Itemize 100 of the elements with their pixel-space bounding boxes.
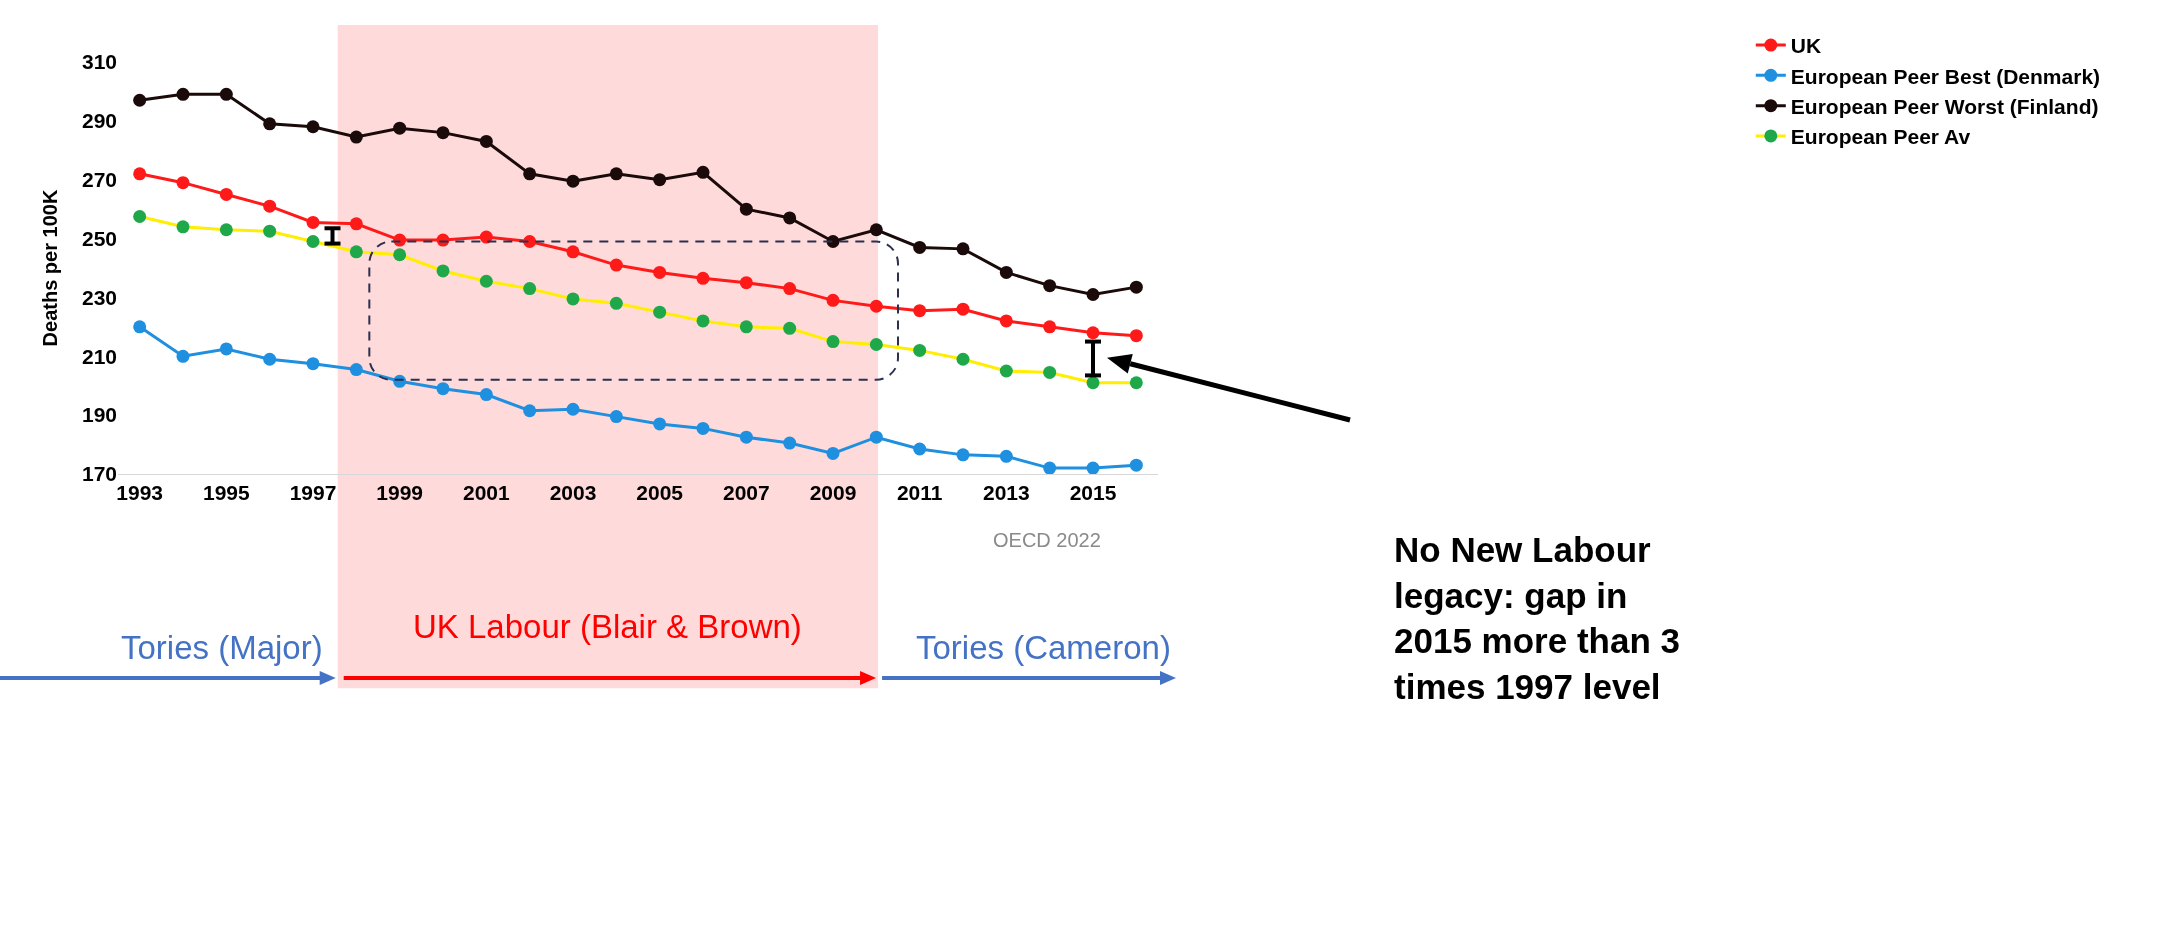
y-tick-label: 250 xyxy=(81,226,117,250)
point xyxy=(219,223,233,237)
point xyxy=(263,199,277,213)
text: Tories (Major) xyxy=(121,629,323,666)
point xyxy=(566,402,580,416)
legend-label: UK xyxy=(1790,34,1822,58)
text: No New Labour legacy: gap in 2015 more than 3 times 1997 level xyxy=(1394,530,1680,706)
point xyxy=(219,187,233,201)
point xyxy=(999,265,1013,279)
x-tick-label: 2013 xyxy=(982,481,1030,505)
point xyxy=(349,130,363,144)
legend-label: European Peer Best (Denmark) xyxy=(1790,64,2101,88)
band-label: UK Labour (Blair & Brown) xyxy=(413,608,802,645)
y-tick-label: 310 xyxy=(81,50,117,74)
x-tick-label: 1999 xyxy=(376,481,424,505)
point xyxy=(1129,329,1143,343)
point xyxy=(739,320,753,334)
point xyxy=(133,93,147,107)
point xyxy=(826,446,840,460)
point xyxy=(566,245,580,259)
point xyxy=(739,202,753,216)
point xyxy=(523,404,537,418)
text: OECD 2022 xyxy=(993,529,1101,551)
point xyxy=(956,302,970,316)
legend-label: European Peer Worst (Finland) xyxy=(1790,94,2099,118)
point xyxy=(479,388,493,402)
x-tick-label: 2015 xyxy=(1069,481,1117,505)
point xyxy=(566,174,580,188)
point xyxy=(176,349,190,363)
point xyxy=(739,276,753,290)
point xyxy=(869,223,883,237)
point xyxy=(696,421,710,435)
point xyxy=(696,314,710,328)
point xyxy=(176,176,190,190)
point xyxy=(956,448,970,462)
point xyxy=(349,217,363,231)
point xyxy=(913,343,927,357)
point xyxy=(263,117,277,131)
point xyxy=(653,417,667,431)
y-tick-label: 170 xyxy=(81,462,117,486)
point xyxy=(783,321,797,335)
point xyxy=(133,167,147,181)
point xyxy=(956,242,970,256)
point xyxy=(653,305,667,319)
x-tick-label: 2001 xyxy=(462,481,511,505)
x-tick-label: 1993 xyxy=(116,481,164,505)
point xyxy=(566,292,580,306)
y-axis-title: Deaths per 100K xyxy=(39,189,62,347)
point xyxy=(609,258,623,272)
point xyxy=(653,173,667,187)
point xyxy=(1086,376,1100,390)
point xyxy=(393,121,407,135)
point xyxy=(479,230,493,244)
point xyxy=(219,87,233,101)
x-tick-label: 2007 xyxy=(722,481,770,505)
point xyxy=(349,363,363,377)
point xyxy=(1086,326,1100,340)
point xyxy=(783,436,797,450)
point xyxy=(349,245,363,259)
point xyxy=(609,410,623,424)
point xyxy=(1043,461,1057,474)
point xyxy=(783,211,797,225)
point xyxy=(133,320,147,334)
point xyxy=(176,87,190,101)
point xyxy=(696,271,710,285)
point xyxy=(869,338,883,351)
point xyxy=(219,342,233,356)
y-tick-label: 190 xyxy=(81,403,117,427)
point xyxy=(826,235,840,248)
y-tick-label: 210 xyxy=(81,344,117,368)
point xyxy=(436,382,450,396)
point xyxy=(479,134,493,148)
point xyxy=(1043,365,1057,379)
point xyxy=(783,282,797,296)
point xyxy=(1086,287,1100,301)
point xyxy=(523,282,537,296)
y-tick-label: 270 xyxy=(81,168,117,192)
point xyxy=(1129,376,1143,390)
y-tick-label: 230 xyxy=(81,285,117,309)
point xyxy=(913,240,927,254)
point xyxy=(609,167,623,181)
x-tick-label: 1995 xyxy=(202,481,251,505)
point xyxy=(999,449,1013,463)
x-tick-label: 2005 xyxy=(636,481,684,505)
point xyxy=(913,304,927,318)
y-tick-label: 290 xyxy=(81,109,117,133)
point xyxy=(609,296,623,310)
point xyxy=(306,357,320,371)
point xyxy=(696,165,710,179)
point xyxy=(913,442,927,456)
point xyxy=(739,430,753,444)
point xyxy=(869,430,883,444)
point xyxy=(523,235,537,248)
point xyxy=(1043,279,1057,293)
text: Tories (Cameron) xyxy=(916,629,1171,666)
point xyxy=(263,224,277,238)
point xyxy=(436,126,450,140)
point xyxy=(1129,458,1143,472)
point xyxy=(306,120,320,134)
point xyxy=(436,264,450,278)
